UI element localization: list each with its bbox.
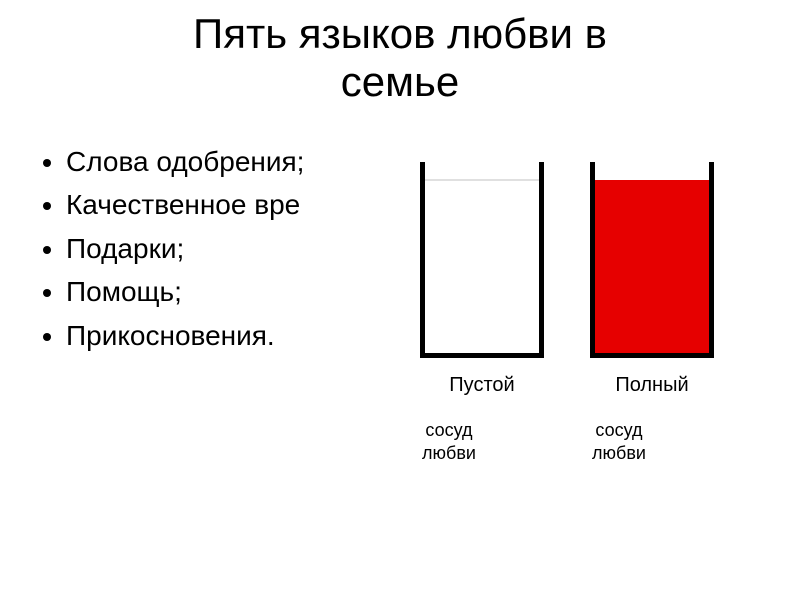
title-line-1: Пять языков любви в — [193, 10, 607, 57]
vessel-empty-label-top: Пустой — [449, 374, 514, 397]
vessel-full-label-top: Полный — [615, 374, 688, 397]
list-item: Прикосновения. — [66, 314, 304, 357]
title-line-2: семье — [341, 58, 459, 105]
page-title: Пять языков любви в семье — [0, 0, 800, 107]
list-item: Слова одобрения; — [66, 140, 304, 183]
vessel-full-icon — [590, 162, 714, 358]
vessel-empty-label-bottom: сосуд любви — [420, 419, 476, 464]
bullet-list: Слова одобрения; Качественное вре Подарк… — [42, 140, 304, 357]
vessel-empty-block: Пустой сосуд любви — [420, 162, 544, 464]
vessel-full-block: Полный сосуд любви — [590, 162, 714, 464]
vessel-full-label-bottom: сосуд любви — [590, 419, 646, 464]
vessels-container: Пустой сосуд любви Полный сосуд любви — [420, 162, 714, 464]
list-item: Помощь; — [66, 270, 304, 313]
vessel-empty-icon — [420, 162, 544, 358]
list-item: Подарки; — [66, 227, 304, 270]
list-item: Качественное вре — [66, 183, 304, 226]
